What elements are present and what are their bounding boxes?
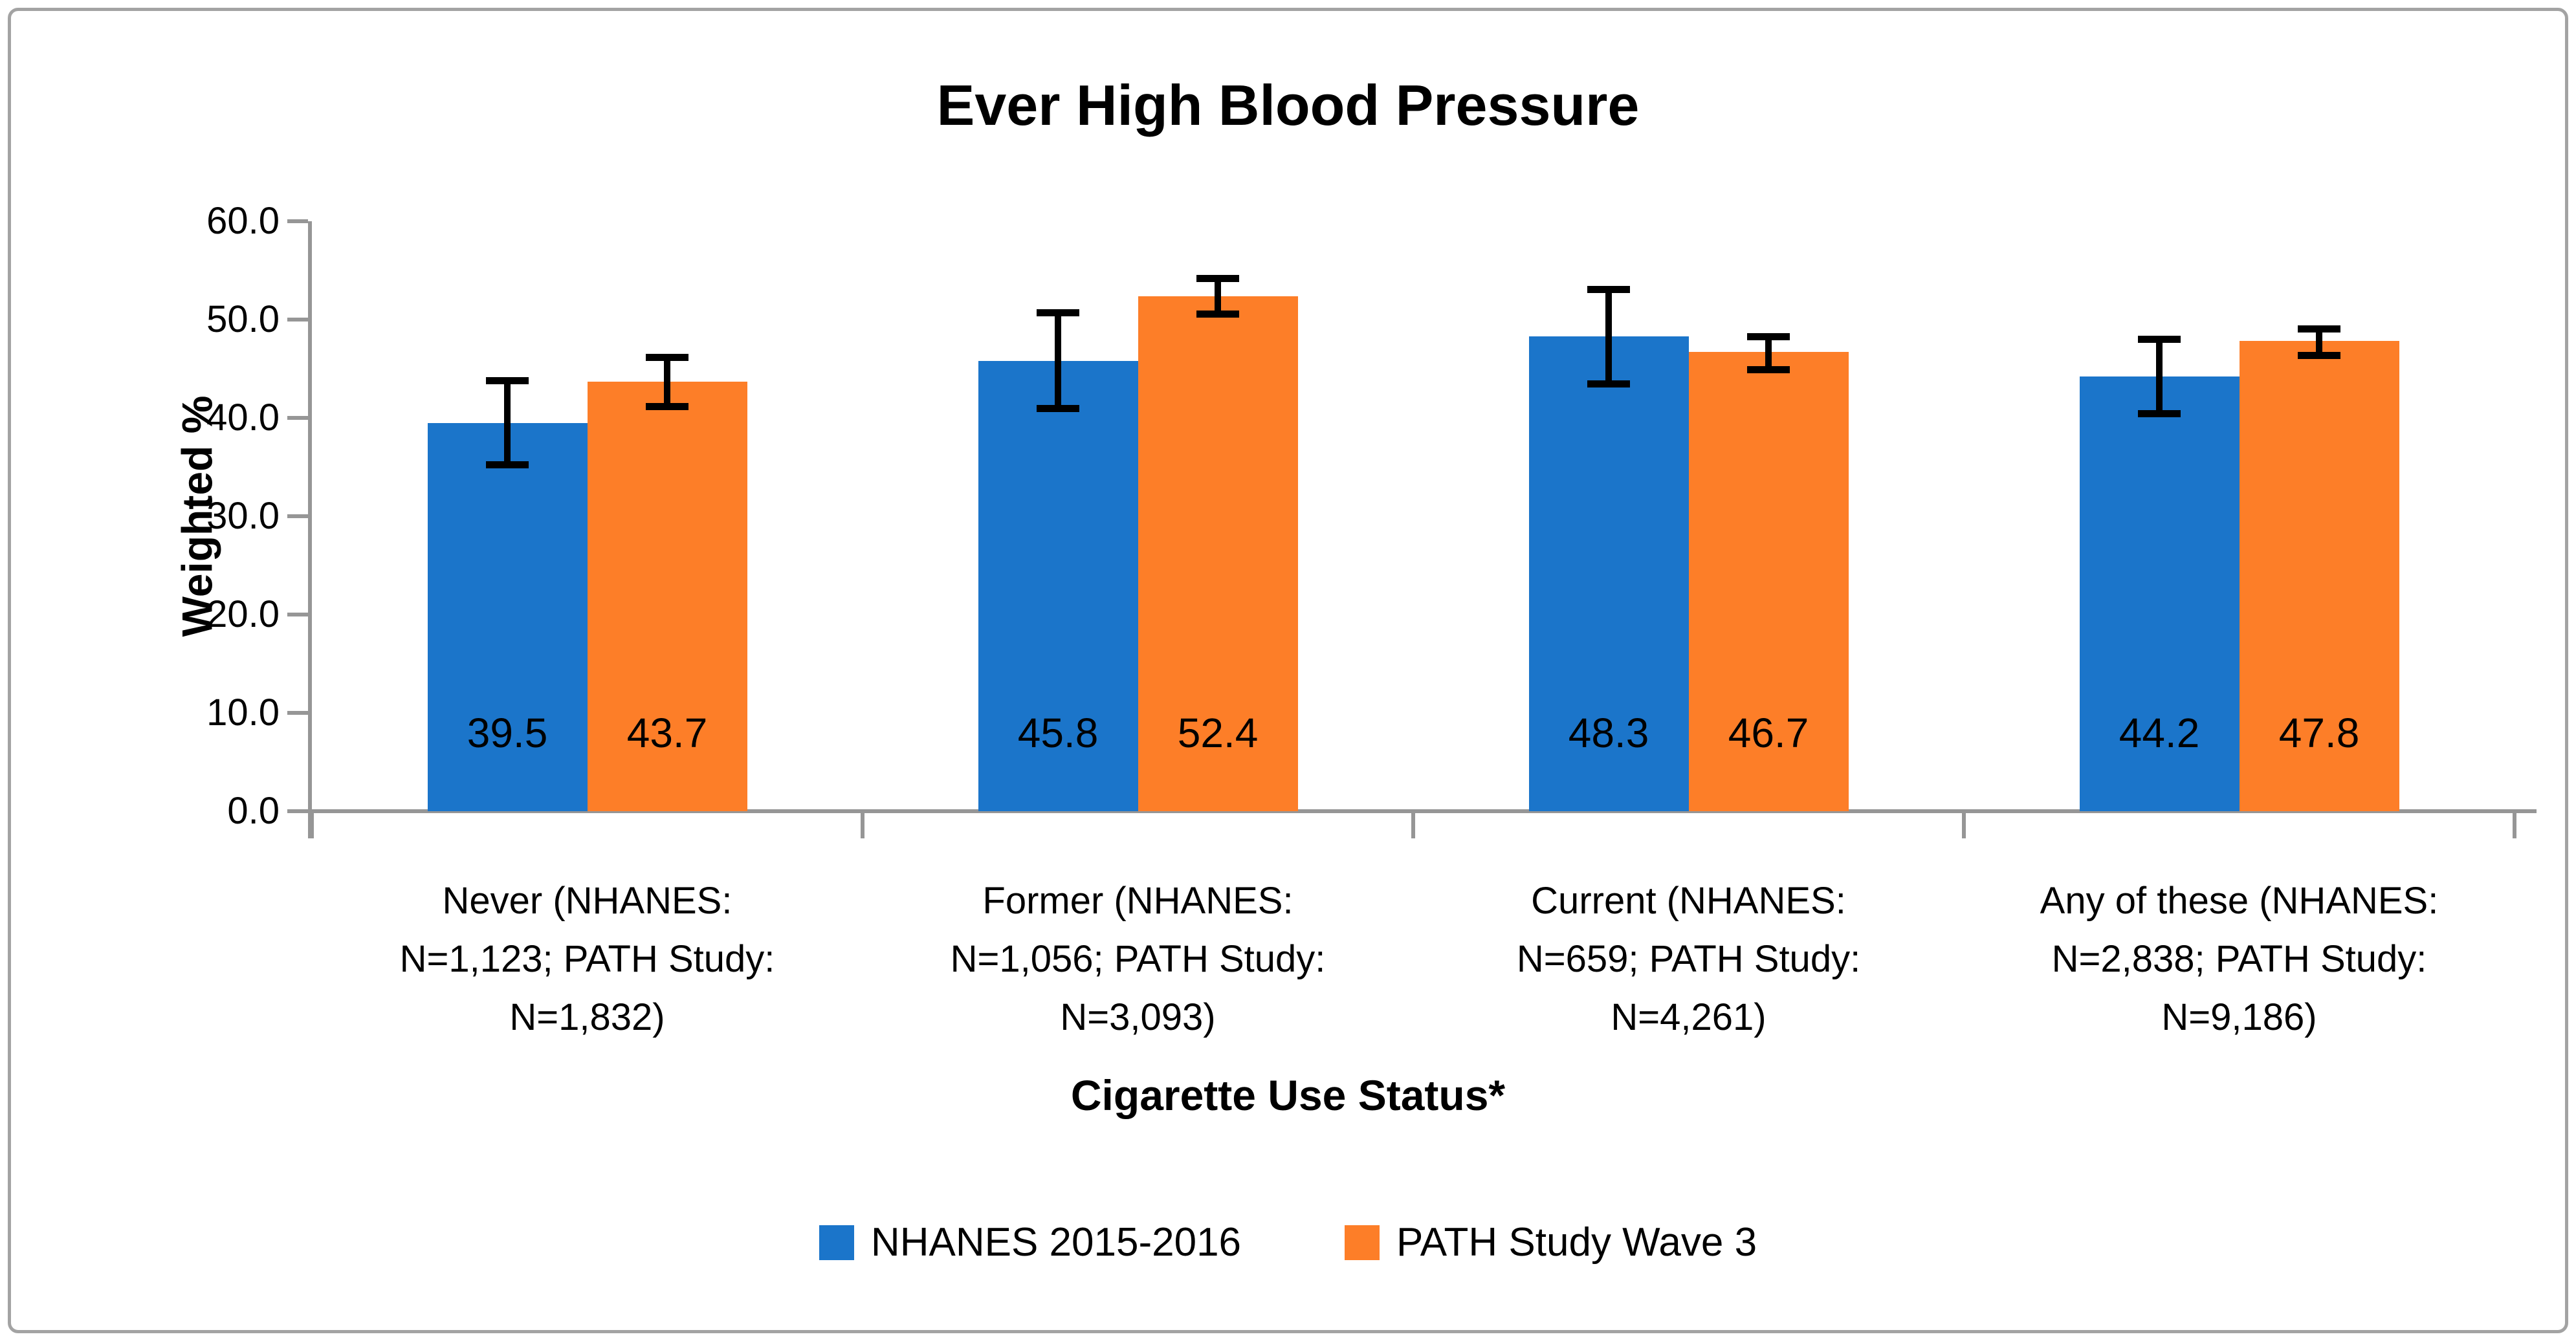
x-category-label-line: N=3,093) [1060,996,1216,1038]
bar-nhanes-2 [1528,336,1689,811]
bar-path-0 [587,381,747,811]
legend-item-nhanes: NHANES 2015-2016 [819,1219,1241,1265]
error-bar-cap-top [2298,325,2340,333]
bar-value-label: 45.8 [1017,710,1099,756]
y-tick-mark [287,613,308,616]
y-tick-label: 30.0 [206,495,280,537]
y-tick-label: 50.0 [206,298,280,340]
bar-path-2 [1688,352,1849,811]
x-category-label-line: Former (NHANES: [982,880,1294,922]
bar-path-3 [2239,341,2399,811]
y-tick-mark [287,416,308,420]
error-bar-line [1055,311,1061,411]
legend: NHANES 2015-2016 PATH Study Wave 3 [0,1219,2576,1265]
x-category-label-line: Never (NHANES: [442,880,732,922]
error-bar-cap-bottom [1587,380,1630,388]
x-category-label-line: N=4,261) [1611,996,1767,1038]
error-bar-line [504,378,511,467]
bar-nhanes-3 [2079,376,2240,811]
legend-swatch-nhanes [819,1225,854,1260]
error-bar-cap-top [1037,309,1079,317]
x-category-label-line: N=1,123; PATH Study: [399,938,775,980]
bar-value-label: 46.7 [1728,710,1809,756]
y-tick-mark [287,219,308,223]
error-bar-cap-top [486,377,529,385]
x-category-tick [310,811,314,838]
bar-value-label: 39.5 [467,710,548,756]
bar-value-label: 47.8 [2278,710,2360,756]
x-category-tick [861,811,864,838]
error-bar-cap-bottom [646,403,688,411]
error-bar-cap-top [1196,275,1239,283]
legend-label-nhanes: NHANES 2015-2016 [870,1220,1242,1265]
y-tick-mark [287,514,308,518]
x-category-label-line: N=659; PATH Study: [1516,938,1861,980]
x-category-label-line: N=1,832) [509,996,665,1038]
error-bar-line [664,354,670,409]
y-tick-mark [287,809,308,813]
error-bar-line [1215,276,1221,317]
y-tick-mark [287,318,308,322]
x-category-label-line: Any of these (NHANES: [2040,880,2439,922]
y-tick-label: 20.0 [206,593,280,635]
bar-nhanes-0 [427,422,588,811]
x-category-tick [2513,811,2516,838]
bar-path-1 [1138,296,1298,811]
x-axis-line [312,809,2537,813]
y-tick-label: 60.0 [206,200,280,242]
legend-item-path: PATH Study Wave 3 [1345,1219,1757,1265]
legend-label-path: PATH Study Wave 3 [1396,1220,1757,1265]
y-tick-label: 0.0 [227,790,280,832]
x-axis-title: Cigarette Use Status* [1070,1071,1506,1119]
x-category-label-line: N=2,838; PATH Study: [2051,938,2427,980]
x-category-label-line: N=9,186) [2161,996,2317,1038]
bar-value-label: 44.2 [2119,710,2200,756]
error-bar-cap-top [646,353,688,361]
bar-value-label: 43.7 [626,710,708,756]
error-bar-cap-bottom [486,461,529,468]
x-category-label: Never (NHANES: N=1,123; PATH Study: N=1,83… [312,872,863,1047]
y-tick-label: 10.0 [206,692,280,734]
error-bar-cap-top [2138,336,2181,343]
error-bar-line [1605,287,1612,387]
error-bar-line [2316,326,2322,358]
error-bar-cap-bottom [2138,409,2181,417]
y-axis-line [308,221,312,838]
error-bar-line [1765,334,1772,372]
bar-nhanes-1 [978,360,1138,811]
error-bar-line [2156,337,2163,416]
x-category-tick [1411,811,1415,838]
error-bar-cap-top [1587,285,1630,293]
error-bar-cap-bottom [1037,405,1079,413]
legend-swatch-path [1345,1225,1380,1260]
x-category-label: Current (NHANES: N=659; PATH Study: N=4,26… [1413,872,1964,1047]
error-bar-cap-top [1747,333,1790,340]
x-category-label-line: Current (NHANES: [1531,880,1846,922]
error-bar-cap-bottom [1196,311,1239,318]
x-category-label: Any of these (NHANES: N=2,838; PATH Study… [1964,872,2515,1047]
bar-value-label: 48.3 [1568,710,1649,756]
y-tick-label: 40.0 [206,397,280,439]
error-bar-cap-bottom [2298,352,2340,360]
bar-value-label: 52.4 [1177,710,1259,756]
x-category-label: Former (NHANES: N=1,056; PATH Study: N=3,0… [863,872,1413,1047]
x-category-tick [1962,811,1966,838]
error-bar-cap-bottom [1747,365,1790,373]
x-category-label-line: N=1,056; PATH Study: [950,938,1326,980]
chart-title: Ever High Blood Pressure [936,73,1640,137]
y-tick-mark [287,711,308,715]
